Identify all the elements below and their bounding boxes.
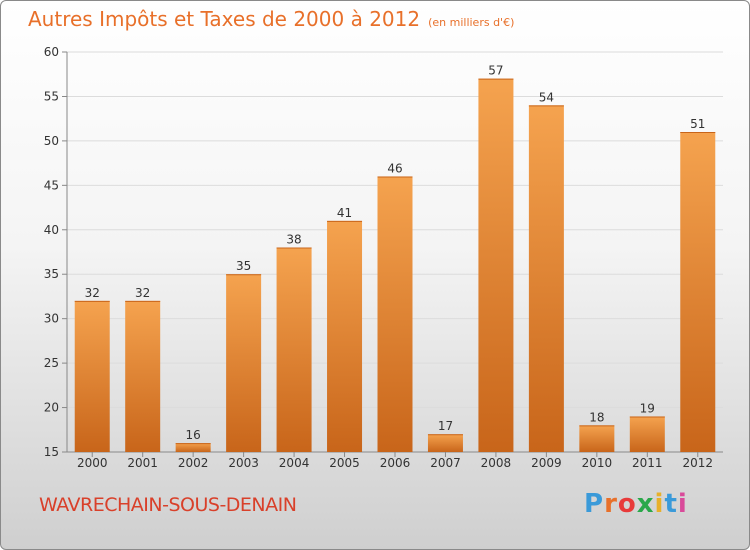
y-tick-label: 20 [44,401,59,415]
bar-value-label: 51 [690,117,705,131]
bar-value-label: 18 [589,410,604,424]
commune-name: WAVRECHAIN-SOUS-DENAIN [39,494,297,516]
logo-letter: x [636,489,655,519]
bar [226,274,262,452]
y-tick-label: 45 [44,178,59,192]
bar [427,434,463,452]
bar-value-label: 32 [85,286,100,300]
value-labels: 32 32 16 35 38 41 46 17 57 54 18 19 51 [85,64,706,442]
x-tick-label: 2005 [329,456,360,470]
x-tick-label: 2006 [380,456,411,470]
x-tick-label: 2009 [531,456,562,470]
y-tick-label: 55 [44,89,59,103]
chart-subtitle: (en milliers d'€) [428,16,515,29]
y-tick-label: 60 [44,45,59,59]
bar-value-label: 57 [488,64,503,78]
logo-letter: i [677,489,688,519]
x-tick-label: 2000 [77,456,108,470]
bar [74,300,110,452]
logo-letter: r [604,489,618,519]
x-tick-label: 2008 [481,456,512,470]
bar-value-label: 32 [135,286,150,300]
bars [74,78,716,453]
bar [579,425,615,452]
bar-value-label: 54 [539,90,554,104]
bar [478,78,514,453]
bar-value-label: 35 [236,259,251,273]
chart-title-text: Autres Impôts et Taxes de 2000 à 2012 [28,7,421,31]
bar [276,247,312,452]
bar [327,220,363,452]
bar [125,300,161,452]
y-tick-label: 30 [44,312,59,326]
x-tick-label: 2011 [632,456,663,470]
logo-letter: t [664,489,678,519]
x-tick-label: 2007 [430,456,461,470]
bar [377,176,413,452]
y-tick-labels: 15 20 25 30 35 40 45 50 55 60 [44,45,59,459]
y-tick-label: 25 [44,356,59,370]
x-tick-label: 2003 [228,456,259,470]
x-tick-label: 2010 [582,456,613,470]
bar-value-label: 41 [337,206,352,220]
bar [175,443,211,452]
x-tick-label: 2012 [682,456,713,470]
y-tick-label: 15 [44,445,59,459]
bar-value-label: 38 [286,233,301,247]
bar [528,105,564,452]
y-tick-label: 50 [44,134,59,148]
chart-title: Autres Impôts et Taxes de 2000 à 2012 (en… [28,7,514,31]
bar [680,132,716,452]
bar-value-label: 19 [640,401,655,415]
y-tick-label: 35 [44,267,59,281]
logo-letter: o [617,489,637,519]
logo-letter: i [654,489,665,519]
x-tick-label: 2001 [127,456,158,470]
x-tick-label: 2004 [279,456,310,470]
x-tick-labels: 2000 2001 2002 2003 2004 2005 2006 2007 2008 2009… [77,456,713,470]
y-tick-label: 40 [44,223,59,237]
proxiti-logo[interactable]: Proxiti [584,489,688,519]
bar [629,416,665,452]
x-tick-label: 2002 [178,456,209,470]
bar-value-label: 17 [438,419,453,433]
bar-value-label: 16 [186,428,201,442]
logo-letter: P [584,489,605,519]
bar-value-label: 46 [387,161,402,175]
